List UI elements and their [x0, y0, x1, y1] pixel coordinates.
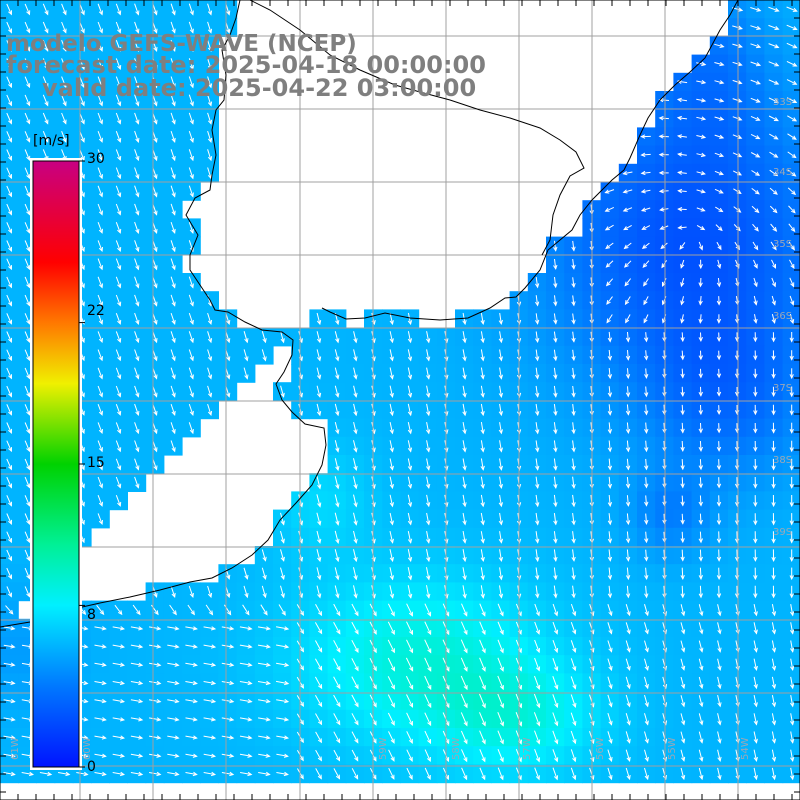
lat-label: 33S — [773, 97, 793, 108]
lon-label: 57W — [522, 737, 533, 760]
lat-label: 34S — [773, 167, 793, 178]
colorbar-tick-0: 0 — [87, 759, 96, 775]
lat-label: 35S — [773, 239, 793, 250]
colorbar-tick-8: 8 — [87, 607, 96, 623]
lon-label: 61W — [10, 737, 21, 760]
lat-label: 39S — [773, 527, 793, 538]
lon-label: 55W — [667, 737, 678, 760]
lat-label: 36S — [773, 311, 793, 322]
colorbar-unit-label: [m/s] — [33, 133, 70, 149]
lon-label: 58W — [451, 737, 462, 760]
colorbar — [30, 158, 85, 770]
valid-date: valid date: 2025-04-22 03:00:00 — [42, 74, 477, 102]
lon-label: 59W — [378, 737, 389, 760]
lon-label: 54W — [740, 737, 751, 760]
lon-label: 56W — [595, 737, 606, 760]
colorbar-tick-30: 30 — [87, 151, 105, 167]
colorbar-tick-15: 15 — [87, 455, 105, 471]
lat-label: 38S — [773, 455, 793, 466]
colorbar-tick-22: 22 — [87, 303, 105, 319]
lat-label: 37S — [773, 383, 793, 394]
lon-label: 60W — [82, 737, 93, 760]
colorbar-gradient — [32, 160, 80, 768]
